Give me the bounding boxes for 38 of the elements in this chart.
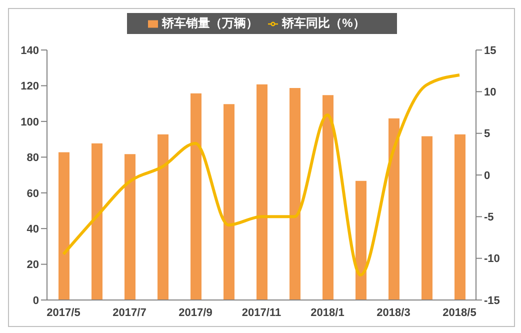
y-tick-label: 20 — [26, 259, 39, 272]
bar — [322, 94, 334, 300]
bar — [420, 135, 434, 300]
y-tick-label: 80 — [26, 152, 39, 164]
x-tick-label: 2017/9 — [178, 306, 212, 319]
y2-tick-label: -10 — [484, 253, 500, 266]
y-tick-label: 120 — [20, 80, 39, 93]
y-tick-label: 0 — [32, 294, 39, 307]
y-tick-label: 60 — [26, 188, 39, 200]
bar — [256, 83, 268, 300]
x-tick-label: 2017/7 — [112, 306, 146, 319]
bar — [354, 180, 368, 300]
x-tick-label: 2017/11 — [242, 306, 282, 319]
x-tick-label: 2018/3 — [376, 306, 410, 319]
y2-tick-label: 5 — [484, 128, 490, 140]
bar — [190, 92, 202, 300]
x-tick-label: 2018/1 — [310, 306, 344, 319]
legend-label: 轿车销量（万辆） — [162, 16, 258, 30]
legend-label: 轿车同比（%） — [282, 16, 365, 30]
line-series — [62, 74, 461, 276]
y-tick-label: 140 — [20, 44, 39, 57]
x-tick-label: 2018/5 — [442, 306, 476, 319]
y2-tick-label: 15 — [484, 44, 496, 57]
bar — [222, 103, 236, 300]
y2-tick-label: -15 — [484, 294, 500, 307]
y2-tick-label: 10 — [484, 86, 496, 99]
x-tick-label: 2017/5 — [46, 306, 80, 319]
bar — [288, 87, 302, 300]
bar — [90, 142, 104, 300]
y-tick-label: 100 — [20, 116, 39, 128]
bar — [124, 153, 136, 300]
bar — [454, 133, 466, 300]
y2-tick-label: 0 — [484, 170, 490, 182]
bar — [58, 151, 70, 300]
bar — [388, 117, 400, 300]
y2-tick-label: -5 — [484, 212, 494, 224]
bar — [156, 133, 170, 300]
y-tick-label: 40 — [26, 223, 39, 236]
